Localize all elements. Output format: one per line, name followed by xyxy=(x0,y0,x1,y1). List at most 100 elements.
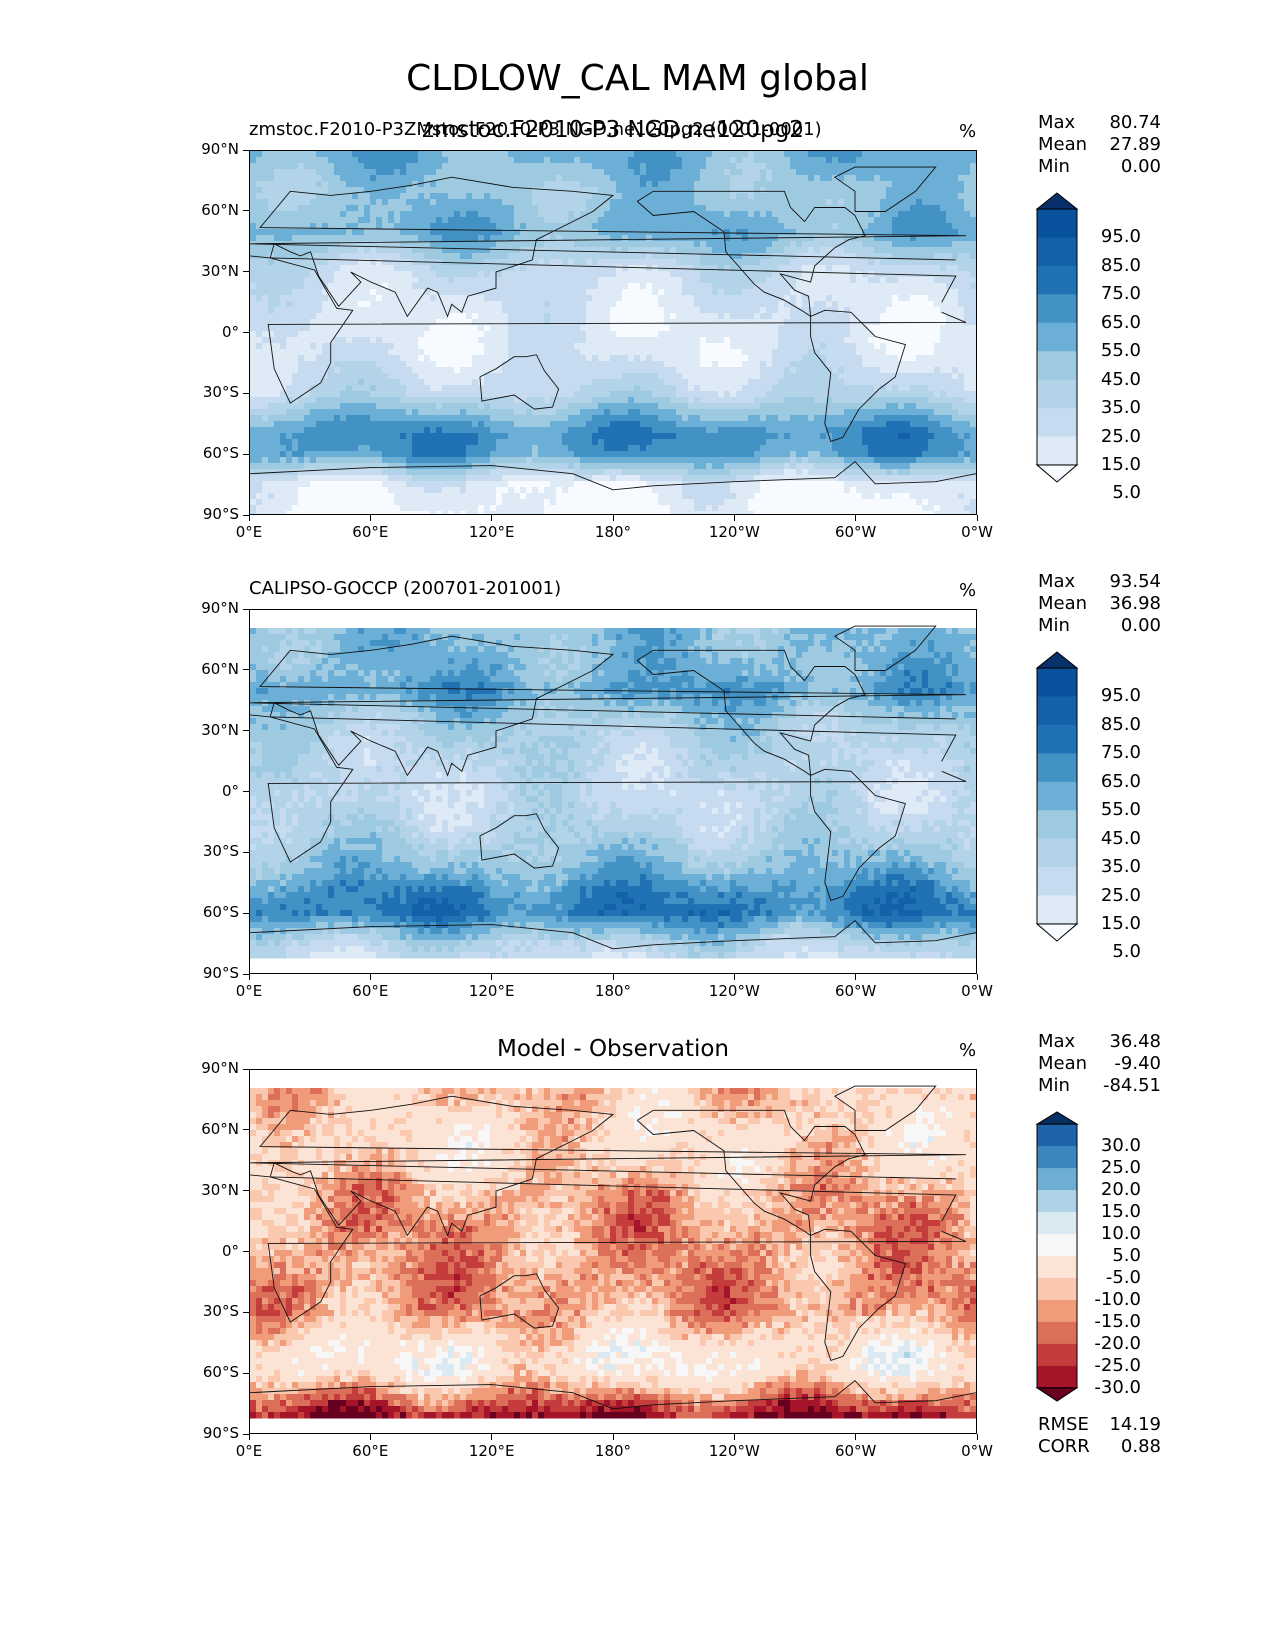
colorbar-bin xyxy=(1037,1365,1077,1389)
x-tick-label: 0°E xyxy=(219,982,279,1000)
x-tick-mark xyxy=(612,974,614,980)
stat-label: Min xyxy=(1038,615,1070,636)
x-tick-mark xyxy=(612,1434,614,1440)
colorbar-bin xyxy=(1037,1190,1077,1213)
colorbar-frame xyxy=(1036,208,1078,466)
x-tick-mark xyxy=(855,1434,857,1440)
colorbar-extend-top xyxy=(1035,192,1079,210)
y-tick-label: 60°S xyxy=(177,444,239,462)
y-tick-mark xyxy=(243,1311,249,1313)
field-cells xyxy=(250,151,976,514)
units-label: % xyxy=(959,121,976,142)
map-field xyxy=(250,151,976,514)
y-tick-label: 60°S xyxy=(177,903,239,921)
x-tick-label: 60°E xyxy=(340,523,400,541)
stat-row: Min 0.00 xyxy=(1038,156,1161,177)
stat-label: Min xyxy=(1038,156,1070,177)
extra-stat-row: RMSE 14.19 xyxy=(1038,1414,1161,1435)
y-tick-mark xyxy=(243,791,249,792)
colorbar-tick-label: -10.0 xyxy=(1081,1289,1141,1310)
colorbar-tick-label: -30.0 xyxy=(1081,1377,1141,1398)
y-tick-label: 90°S xyxy=(177,505,239,523)
colorbar-tick-label: -15.0 xyxy=(1081,1311,1141,1332)
stat-row: Mean -9.40 xyxy=(1038,1053,1161,1074)
colorbar-bin xyxy=(1037,322,1077,352)
stat-label: Max xyxy=(1038,1031,1075,1052)
y-tick-label: 60°N xyxy=(177,1120,239,1138)
panel-title-center: Model - Observation xyxy=(249,1036,977,1062)
stat-row: Min 0.00 xyxy=(1038,615,1161,636)
x-tick-mark xyxy=(976,974,978,980)
stat-value: 27.89 xyxy=(1109,134,1161,155)
x-tick-mark xyxy=(369,1434,371,1440)
x-tick-mark xyxy=(733,974,735,980)
x-tick-mark xyxy=(733,1434,735,1440)
x-tick-mark xyxy=(491,1434,493,1440)
field-cells xyxy=(250,1088,976,1419)
stat-label: Max xyxy=(1038,112,1075,133)
stat-value: -84.51 xyxy=(1103,1075,1161,1096)
x-tick-label: 60°W xyxy=(826,982,886,1000)
coastlines xyxy=(250,625,976,950)
y-tick-label: 30°N xyxy=(177,721,239,739)
y-tick-label: 30°S xyxy=(177,842,239,860)
x-tick-mark xyxy=(855,515,857,521)
y-tick-mark xyxy=(243,1372,249,1374)
x-tick-mark xyxy=(612,515,614,521)
x-tick-label: 60°W xyxy=(826,1442,886,1460)
colorbar-extend-bottom xyxy=(1035,1387,1079,1402)
x-tick-label: 0°W xyxy=(947,982,1007,1000)
colorbar-bin xyxy=(1037,810,1077,840)
y-tick-label: 90°N xyxy=(177,140,239,158)
panel-title-left: CALIPSO-GOCCP (200701-201001) xyxy=(249,578,561,599)
x-tick-label: 120°W xyxy=(704,1442,764,1460)
colorbar-tick-label: 25.0 xyxy=(1081,426,1141,447)
x-tick-label: 120°E xyxy=(462,523,522,541)
coastlines xyxy=(250,166,976,491)
colorbar-bin xyxy=(1037,1321,1077,1345)
colorbar-tick-label: 30.0 xyxy=(1081,1135,1141,1156)
y-tick-label: 90°S xyxy=(177,964,239,982)
stat-row: Max 93.54 xyxy=(1038,571,1161,592)
colorbar-tick-label: -20.0 xyxy=(1081,1333,1141,1354)
colorbar-tick-label: 15.0 xyxy=(1081,454,1141,475)
y-tick-label: 0° xyxy=(177,323,239,341)
map-field xyxy=(250,1085,976,1419)
x-tick-mark xyxy=(369,515,371,521)
y-tick-label: 30°S xyxy=(177,1302,239,1320)
colorbar-frame xyxy=(1036,667,1078,925)
colorbar-tick-label: 75.0 xyxy=(1081,742,1141,763)
y-tick-mark xyxy=(243,730,249,732)
colorbar-tick-label: 55.0 xyxy=(1081,799,1141,820)
y-tick-label: 30°N xyxy=(177,262,239,280)
x-tick-mark xyxy=(369,974,371,980)
x-tick-mark xyxy=(491,515,493,521)
colorbar-tick-label: 35.0 xyxy=(1081,397,1141,418)
colorbar-bin xyxy=(1037,781,1077,811)
x-tick-label: 120°W xyxy=(704,523,764,541)
colorbar-bin xyxy=(1037,668,1077,697)
x-tick-label: 60°W xyxy=(826,523,886,541)
colorbar-bin xyxy=(1037,696,1077,726)
colorbar-bin xyxy=(1037,1168,1077,1191)
colorbar-bin xyxy=(1037,867,1077,897)
stat-value: -9.40 xyxy=(1114,1053,1161,1074)
stat-value: 0.00 xyxy=(1121,615,1161,636)
colorbar-tick-label: 25.0 xyxy=(1081,1157,1141,1178)
stat-label: Mean xyxy=(1038,593,1087,614)
colorbar-tick-label: 5.0 xyxy=(1081,941,1141,962)
x-tick-label: 120°W xyxy=(704,982,764,1000)
y-tick-label: 90°N xyxy=(177,599,239,617)
y-tick-label: 90°S xyxy=(177,1424,239,1442)
y-tick-mark xyxy=(243,1190,249,1192)
stat-value: 93.54 xyxy=(1109,571,1161,592)
y-tick-label: 90°N xyxy=(177,1059,239,1077)
y-tick-mark xyxy=(243,514,249,516)
stat-label: Min xyxy=(1038,1075,1070,1096)
x-tick-mark xyxy=(976,515,978,521)
colorbar xyxy=(1035,651,1079,942)
y-tick-mark xyxy=(243,912,249,914)
y-tick-mark xyxy=(243,1251,249,1252)
y-tick-label: 0° xyxy=(177,782,239,800)
x-tick-mark xyxy=(248,515,250,521)
